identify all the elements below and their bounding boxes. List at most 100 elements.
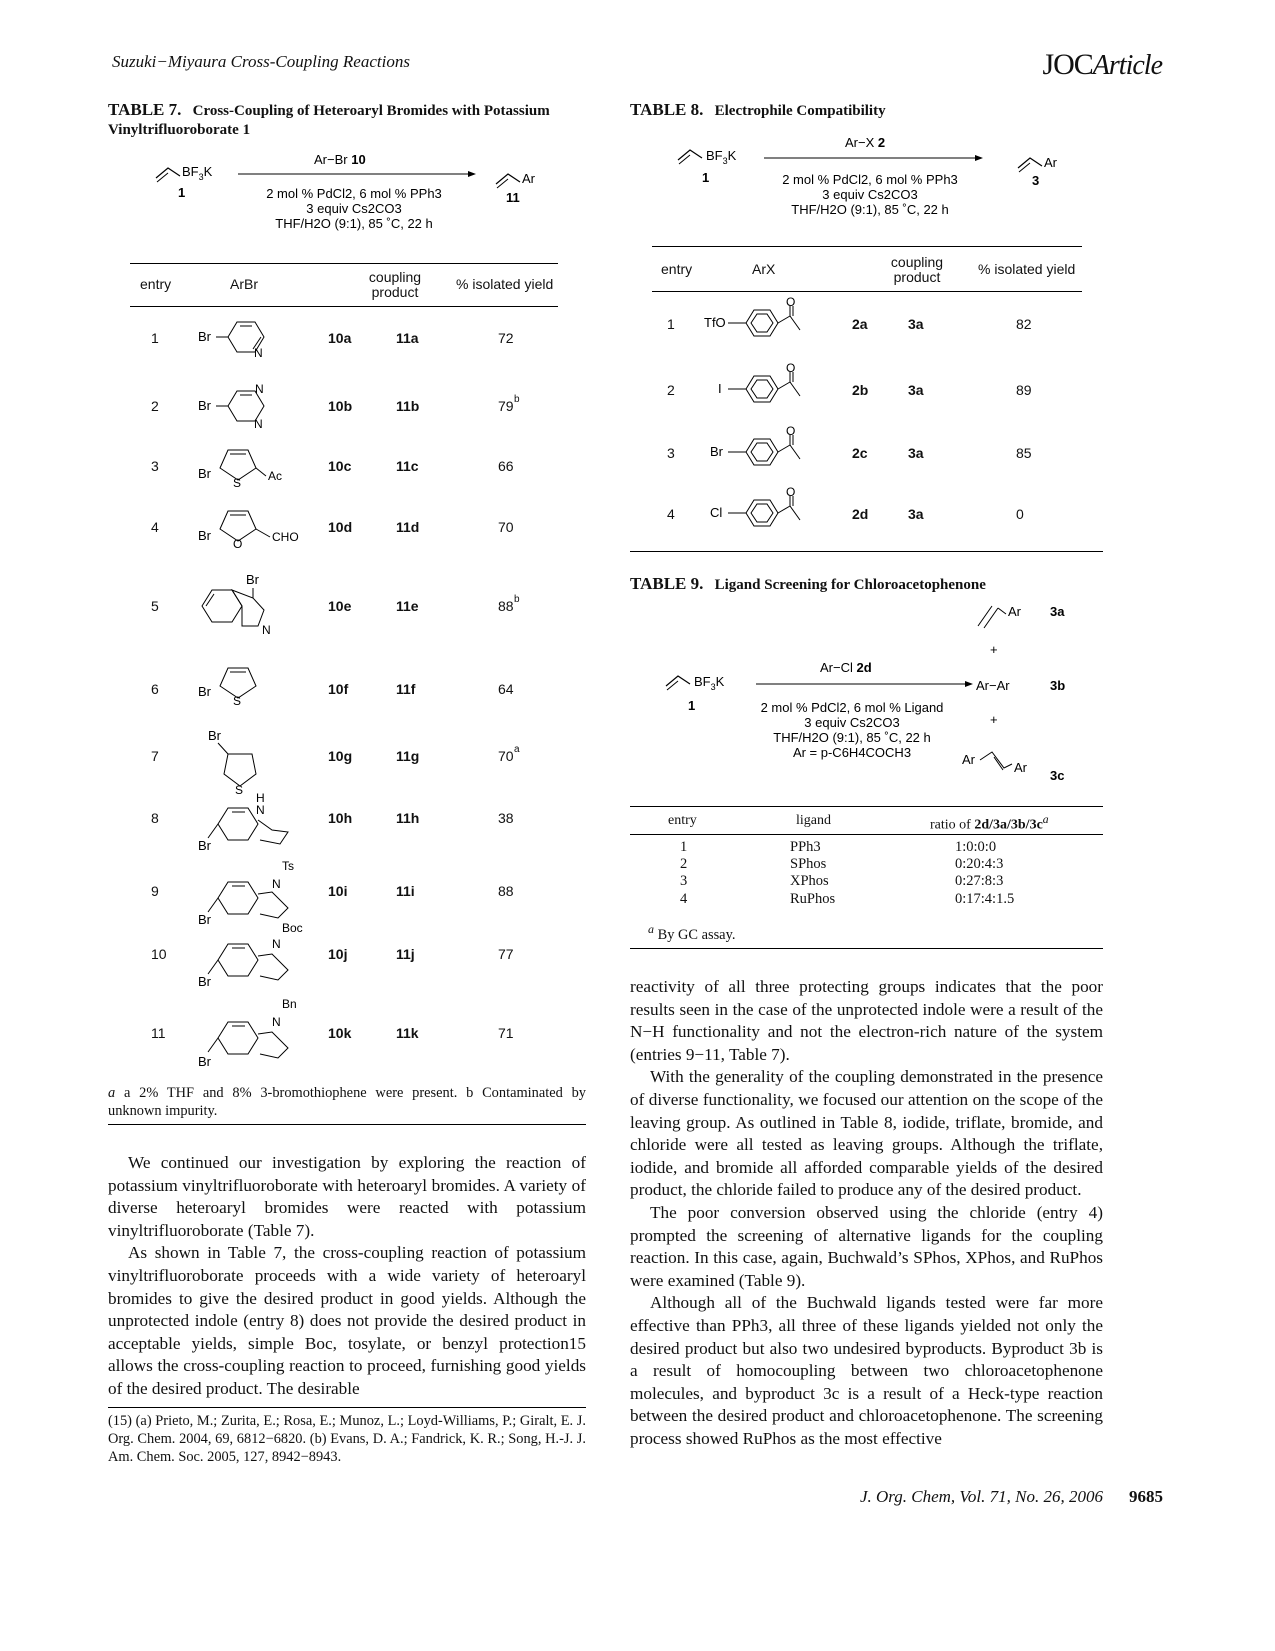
- t7-reagent: Ar−Br: [314, 152, 348, 167]
- svg-text:Ar−X 2: Ar−X 2: [845, 135, 885, 150]
- svg-text:Ar−Cl 2d: Ar−Cl 2d: [820, 660, 872, 675]
- svg-text:S: S: [235, 783, 243, 797]
- svg-text:Ts: Ts: [282, 859, 294, 873]
- t7-product: 11c: [396, 458, 419, 474]
- t7-entry: 9: [151, 883, 159, 899]
- right-paragraph-3: The poor conversion observed using the c…: [630, 1202, 1103, 1290]
- t7-yield: 72: [498, 330, 514, 346]
- t8-yield: 0: [1016, 506, 1024, 522]
- svg-text:N: N: [272, 1015, 281, 1029]
- t7-yield-note: b: [514, 594, 520, 605]
- t9-col-ratio: ratio of 2d/3a/3b/3ca: [930, 813, 1049, 833]
- table9-bottom-rule: [630, 948, 1103, 949]
- svg-text:H: H: [256, 791, 265, 805]
- t8-entry: 3: [667, 445, 675, 461]
- t7-col-arbr: ArBr: [230, 276, 258, 292]
- t7-product: 11f: [396, 681, 416, 697]
- t7-product: 11h: [396, 810, 420, 826]
- t9-p1-no: 3a: [1050, 604, 1065, 619]
- t7-yield: 70: [498, 519, 514, 535]
- right-column-text: reactivity of all three protecting group…: [630, 976, 1103, 1450]
- table7-footnote-text: a 2% THF and 8% 3-bromothiophene were pr…: [108, 1085, 586, 1119]
- svg-text:N: N: [272, 937, 281, 951]
- svg-text:O: O: [786, 425, 795, 438]
- svg-text:N: N: [254, 417, 263, 431]
- t9-cond1: 2 mol % PdCl2, 6 mol % Ligand: [761, 700, 944, 715]
- t7-substrate: 10i: [328, 883, 348, 899]
- left-column-text: We continued our investigation by explor…: [108, 1152, 586, 1401]
- t9-col-entry: entry: [668, 813, 697, 828]
- t7-product: 11d: [396, 519, 420, 535]
- svg-text:Ar: Ar: [1014, 760, 1028, 775]
- table7-footnote: a a 2% THF and 8% 3-bromothiophene were …: [108, 1085, 586, 1119]
- table8-label: TABLE 8.: [630, 100, 704, 119]
- t8-product: 3a: [908, 445, 924, 461]
- table8-caption: TABLE 8. Electrophile Compatibility: [630, 100, 886, 120]
- table8-header-rule: [652, 291, 1082, 292]
- t8-reagent: Ar−X: [845, 135, 875, 150]
- t8-cond1: 2 mol % PdCl2, 6 mol % PPh3: [782, 172, 958, 187]
- t7-cond1: 2 mol % PdCl2, 6 mol % PPh3: [266, 186, 442, 201]
- svg-text:BF3K: BF3K: [706, 148, 737, 166]
- t7-entry: 2: [151, 398, 159, 414]
- t7-yield: 70: [498, 748, 514, 764]
- t7-yield: 38: [498, 810, 514, 826]
- svg-text:N: N: [256, 803, 265, 817]
- t9-entry: 2: [680, 856, 688, 872]
- t9-start-no: 1: [688, 698, 695, 713]
- t7-substrate: 10k: [328, 1025, 352, 1041]
- structure-10e: Br N: [201, 572, 271, 637]
- t8-structure: TfO O: [704, 296, 801, 337]
- svg-text:N: N: [262, 623, 271, 637]
- t7-product: 11j: [396, 946, 415, 962]
- t7-product: 11a: [396, 330, 419, 346]
- t7-entry: 7: [151, 748, 159, 764]
- svg-text:O: O: [786, 296, 795, 309]
- t9-col-ligand: ligand: [796, 813, 831, 828]
- t7-col-entry: entry: [140, 276, 172, 292]
- svg-text:Br: Br: [198, 466, 212, 481]
- t9-reagent: Ar−Cl: [820, 660, 853, 675]
- t8-substrate: 2d: [852, 506, 869, 522]
- t8-entry: 1: [667, 316, 675, 332]
- structure-10j: Boc N Br: [198, 921, 303, 989]
- t7-substrate: 10d: [328, 519, 353, 535]
- t8-yield: 89: [1016, 382, 1032, 398]
- svg-text:Br: Br: [198, 912, 212, 927]
- t8-product: 3a: [908, 316, 924, 332]
- table7-bottom-rule: [108, 1124, 586, 1125]
- table7-top-rule: [130, 263, 558, 264]
- svg-text:Ar−Br 10: Ar−Br 10: [314, 152, 366, 167]
- t8-col-entry: entry: [661, 261, 693, 277]
- table9-footnote-text: By GC assay.: [657, 926, 736, 943]
- t7-entry: 1: [151, 330, 159, 346]
- t7-entry: 8: [151, 810, 159, 826]
- table9-caption: TABLE 9. Ligand Screening for Chloroacet…: [630, 574, 986, 594]
- t8-substrate: 2a: [852, 316, 868, 332]
- t9-cond3: THF/H2O (9:1), 85 ˚C, 22 h: [773, 730, 931, 745]
- right-paragraph-1: reactivity of all three protecting group…: [630, 977, 1103, 1064]
- t7-yield: 64: [498, 681, 514, 697]
- left-paragraph-1: We continued our investigation by explor…: [108, 1153, 586, 1240]
- t7-product: 11b: [396, 398, 420, 414]
- svg-text:Br: Br: [198, 528, 212, 543]
- t7-entry: 4: [151, 519, 159, 535]
- structure-10d: Br O CHO: [198, 510, 299, 551]
- svg-text:N: N: [254, 346, 263, 360]
- t9-reagent-no: 2d: [857, 660, 872, 675]
- t8-product: 3a: [908, 382, 924, 398]
- svg-text:S: S: [233, 476, 241, 490]
- table7-header-rule: [130, 306, 558, 307]
- t8-col-product: coupling product: [890, 254, 944, 285]
- structure-10i: Ts N Br: [198, 859, 294, 927]
- table7-scheme: BF3K 1 Ar−Br 10 2 mol % PdCl2, 6 mol % P…: [155, 152, 536, 231]
- structure-10c: Br S Ac: [198, 449, 282, 490]
- svg-text:N: N: [272, 877, 281, 891]
- structure-10b: Br N N: [198, 382, 265, 431]
- t8-yield: 85: [1016, 445, 1032, 461]
- t8-leaving-group: TfO: [704, 315, 726, 330]
- t9-ratio: 0:17:4:1.5: [955, 891, 1015, 907]
- t8-leaving-group: I: [718, 381, 722, 396]
- t7-yield: 71: [498, 1025, 514, 1041]
- t8-start-no: 1: [702, 170, 709, 185]
